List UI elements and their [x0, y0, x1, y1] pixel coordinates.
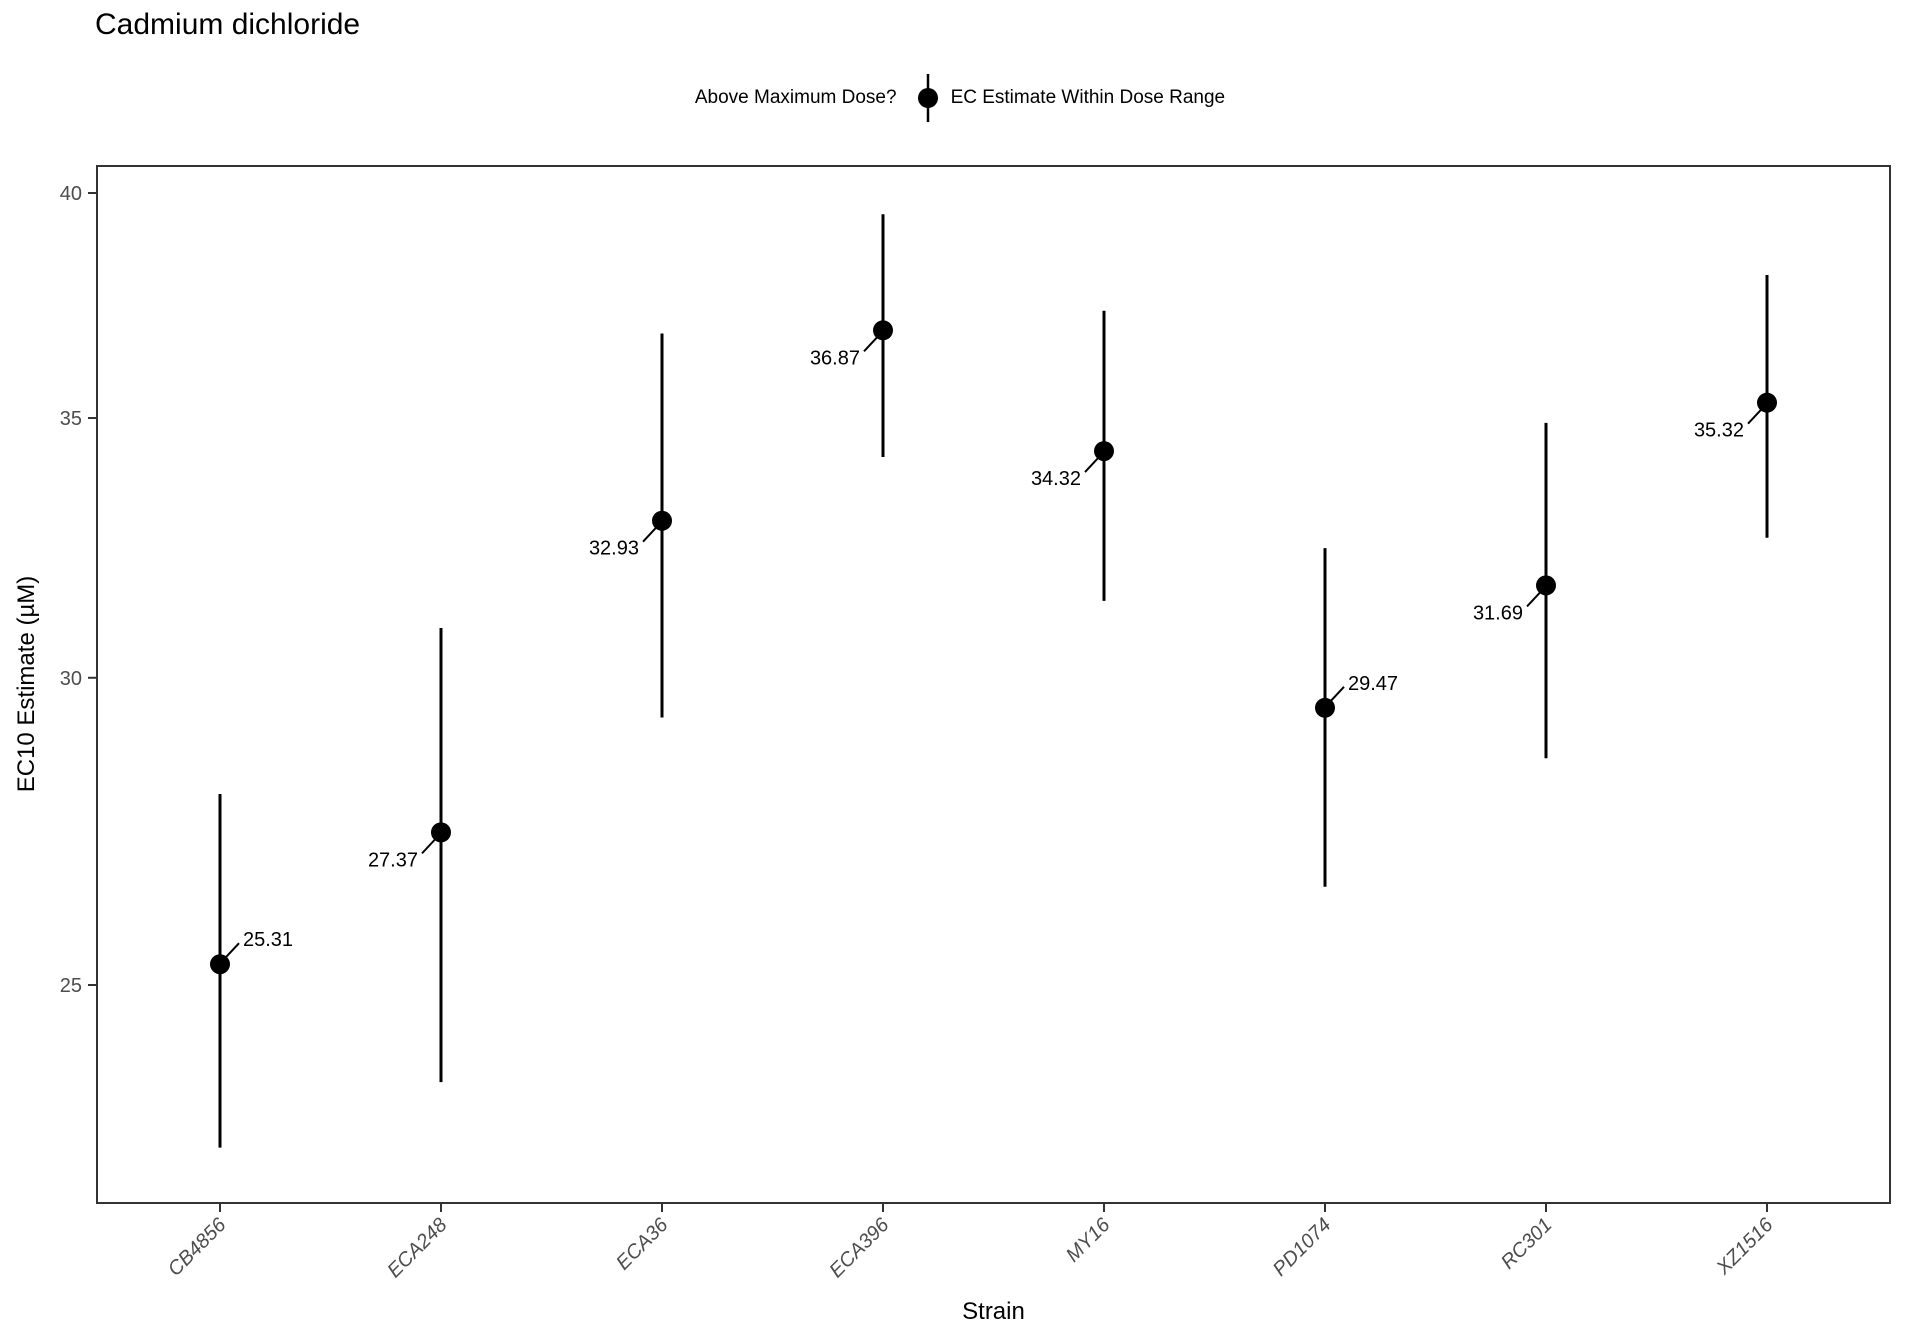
x-tick-label: MY16 — [1062, 1213, 1115, 1266]
data-point — [1315, 697, 1335, 718]
legend: Above Maximum Dose? EC Estimate Within D… — [0, 72, 1920, 124]
label-leader-line — [1084, 456, 1100, 473]
label-leader-line — [421, 837, 437, 855]
x-tick-label: ECA36 — [612, 1213, 673, 1274]
x-axis-title: Strain — [962, 1298, 1025, 1325]
x-tick-label: CB4856 — [164, 1213, 231, 1280]
data-point — [210, 954, 230, 975]
data-point — [1094, 441, 1114, 462]
data-point-label: 27.37 — [368, 849, 418, 871]
panel-border — [96, 165, 1891, 1204]
label-leader-line — [224, 942, 240, 959]
data-point-label: 32.93 — [589, 538, 639, 560]
data-point — [1536, 575, 1556, 596]
data-point — [431, 822, 451, 843]
data-point — [652, 510, 672, 531]
label-leader-line — [863, 335, 879, 352]
x-tick-label: XZ1516 — [1712, 1213, 1778, 1279]
label-leader-line — [1329, 686, 1345, 703]
x-tick-label: ECA248 — [383, 1214, 451, 1282]
point-errorbar-key-icon — [917, 74, 938, 122]
data-point — [1757, 392, 1777, 413]
x-tick-label: ECA396 — [825, 1213, 894, 1282]
data-point-label: 35.32 — [1694, 420, 1744, 442]
y-tick-label: 25 — [60, 975, 82, 997]
y-tick-label: 35 — [60, 408, 82, 430]
data-point-label: 34.32 — [1031, 468, 1081, 490]
y-tick-label: 40 — [60, 183, 82, 205]
label-leader-line — [1526, 590, 1542, 608]
data-point-label: 25.31 — [243, 929, 293, 951]
data-point — [873, 320, 893, 341]
x-tick-label: PD1074 — [1269, 1214, 1336, 1281]
label-leader-line — [1747, 407, 1763, 425]
y-axis-title: EC10 Estimate (µM) — [13, 575, 40, 793]
x-tick-label: RC301 — [1497, 1214, 1557, 1274]
legend-title: Above Maximum Dose? — [694, 87, 897, 108]
legend-entry-label: EC Estimate Within Dose Range — [950, 87, 1226, 108]
y-tick-label: 30 — [60, 668, 82, 690]
data-point-label: 36.87 — [810, 347, 860, 369]
label-leader-line — [642, 526, 658, 543]
data-point-label: 29.47 — [1348, 673, 1398, 695]
chart-title: Cadmium dichloride — [95, 8, 361, 41]
data-point-label: 31.69 — [1473, 602, 1523, 624]
